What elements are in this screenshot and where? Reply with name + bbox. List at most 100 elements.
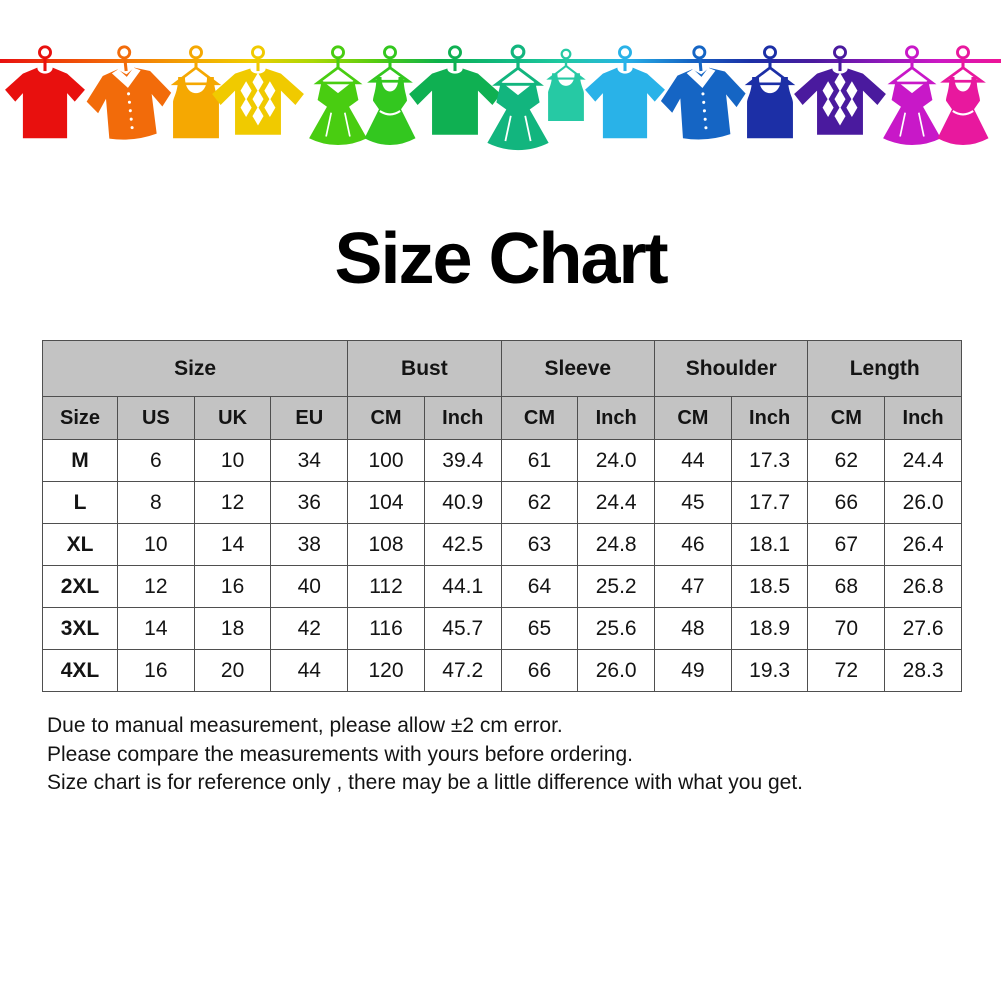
- measurement-cell: 66: [807, 481, 886, 524]
- size-label-cell: XL: [42, 523, 118, 566]
- measurement-cell: 104: [347, 481, 425, 524]
- measurement-cell: 100: [347, 439, 425, 482]
- measurement-cell: 39.4: [423, 439, 502, 482]
- measurement-cell: 20: [193, 649, 272, 692]
- note-line: Size chart is for reference only , there…: [47, 771, 803, 794]
- measurement-cell: 42: [270, 607, 349, 650]
- measurement-cell: 120: [347, 649, 425, 692]
- size-label-cell: M: [42, 439, 118, 482]
- measurement-cell: 64: [500, 565, 579, 608]
- garment-row: [3, 40, 991, 152]
- measurement-cell: 72: [807, 649, 886, 692]
- column-header-inch: Inch: [730, 396, 809, 440]
- measurement-cell: 19.3: [730, 649, 809, 692]
- size-label-cell: 2XL: [42, 565, 118, 608]
- measurement-cell: 26.4: [884, 523, 962, 566]
- measurement-cell: 40.9: [423, 481, 502, 524]
- measurement-cell: 18.1: [730, 523, 809, 566]
- clothesline-banner: [0, 40, 1001, 152]
- measurement-cell: 44: [270, 649, 349, 692]
- measurement-cell: 18.9: [730, 607, 809, 650]
- table-row: L 8 12 36 104 40.9 62 24.4 45 17.7 66 26.0: [42, 481, 962, 524]
- measurement-cell: 45: [654, 481, 732, 524]
- measurement-cell: 28.3: [884, 649, 962, 692]
- measurement-cell: 14: [193, 523, 272, 566]
- measurement-cell: 27.6: [884, 607, 962, 650]
- table-row: M 6 10 34 100 39.4 61 24.0 44 17.3 62 24.4: [42, 439, 962, 482]
- measurement-cell: 116: [347, 607, 425, 650]
- measurement-cell: 46: [654, 523, 732, 566]
- measurement-cell: 25.6: [577, 607, 656, 650]
- measurement-cell: 65: [500, 607, 579, 650]
- group-header-sleeve: Sleeve: [500, 340, 656, 397]
- measurement-cell: 70: [807, 607, 886, 650]
- measurement-cell: 62: [500, 481, 579, 524]
- measurement-cell: 62: [807, 439, 886, 482]
- table-body: M 6 10 34 100 39.4 61 24.0 44 17.3 62 24.4 L 8 12 36 104…: [42, 439, 962, 692]
- measurement-cell: 68: [807, 565, 886, 608]
- banner-item-shirt-icon: [79, 40, 178, 146]
- measurement-cell: 25.2: [577, 565, 656, 608]
- table-head: Size Bust Sleeve Shoulder Length Size US UK EU CM…: [41, 340, 962, 440]
- measurement-cell: 10: [117, 523, 195, 566]
- table-row: 2XL 12 16 40 112 44.1 64 25.2 47 18.5 68 26.8: [42, 565, 962, 608]
- measurement-cell: 67: [807, 523, 886, 566]
- measurement-cell: 8: [117, 481, 195, 524]
- size-chart-table: Size Bust Sleeve Shoulder Length Size US UK EU CM…: [41, 340, 962, 692]
- column-header-us: US: [117, 396, 195, 440]
- measurement-cell: 61: [500, 439, 579, 482]
- measurement-cell: 47.2: [423, 649, 502, 692]
- size-label-cell: 4XL: [42, 649, 118, 692]
- table-row: XL 10 14 38 108 42.5 63 24.8 46 18.1 67 26.4: [42, 523, 962, 566]
- measurement-cell: 12: [193, 481, 272, 524]
- measurement-cell: 66: [500, 649, 579, 692]
- measurement-cell: 18: [193, 607, 272, 650]
- measurement-cell: 24.4: [884, 439, 962, 482]
- column-header-inch: Inch: [423, 396, 502, 440]
- measurement-cell: 36: [270, 481, 349, 524]
- measurement-cell: 16: [117, 649, 195, 692]
- table-row: 3XL 14 18 42 116 45.7 65 25.6 48 18.9 70 27.6: [42, 607, 962, 650]
- measurement-cell: 18.5: [730, 565, 809, 608]
- measurement-cell: 6: [117, 439, 195, 482]
- table-row: 4XL 16 20 44 120 47.2 66 26.0 49 19.3 72 28.3: [42, 649, 962, 692]
- measurement-cell: 108: [347, 523, 425, 566]
- measurement-cell: 34: [270, 439, 349, 482]
- measurement-cell: 48: [654, 607, 732, 650]
- column-header-eu: EU: [270, 396, 349, 440]
- disclaimer-notes: Due to manual measurement, please allow …: [47, 712, 1001, 798]
- group-header-size: Size: [41, 340, 349, 397]
- measurement-cell: 45.7: [423, 607, 502, 650]
- measurement-cell: 17.3: [730, 439, 809, 482]
- column-header-size: Size: [42, 396, 118, 440]
- measurement-cell: 26.0: [577, 649, 656, 692]
- banner-item-shirt-icon: [654, 41, 751, 145]
- size-label-cell: L: [42, 481, 118, 524]
- column-header-cm: CM: [347, 396, 425, 440]
- measurement-cell: 16: [193, 565, 272, 608]
- measurement-cell: 24.8: [577, 523, 656, 566]
- measurement-cell: 44.1: [423, 565, 502, 608]
- measurement-cell: 12: [117, 565, 195, 608]
- column-header-uk: UK: [193, 396, 272, 440]
- measurement-cell: 24.0: [577, 439, 656, 482]
- clothesline-line: [0, 59, 1001, 63]
- measurement-cell: 44: [654, 439, 732, 482]
- column-header-cm: CM: [807, 396, 886, 440]
- measurement-cell: 24.4: [577, 481, 656, 524]
- size-table-wrap: Size Bust Sleeve Shoulder Length Size US UK EU CM…: [41, 340, 1001, 692]
- group-header-shoulder: Shoulder: [654, 340, 809, 397]
- page-title: Size Chart: [334, 219, 668, 299]
- column-header-cm: CM: [654, 396, 732, 440]
- measurement-cell: 42.5: [423, 523, 502, 566]
- measurement-cell: 47: [654, 565, 732, 608]
- measurement-cell: 38: [270, 523, 349, 566]
- group-header-length: Length: [807, 340, 962, 397]
- measurement-cell: 63: [500, 523, 579, 566]
- measurement-cell: 40: [270, 565, 349, 608]
- measurement-cell: 112: [347, 565, 425, 608]
- note-line: Please compare the measurements with you…: [47, 742, 633, 766]
- size-label-cell: 3XL: [42, 607, 118, 650]
- measurement-cell: 26.0: [884, 481, 962, 524]
